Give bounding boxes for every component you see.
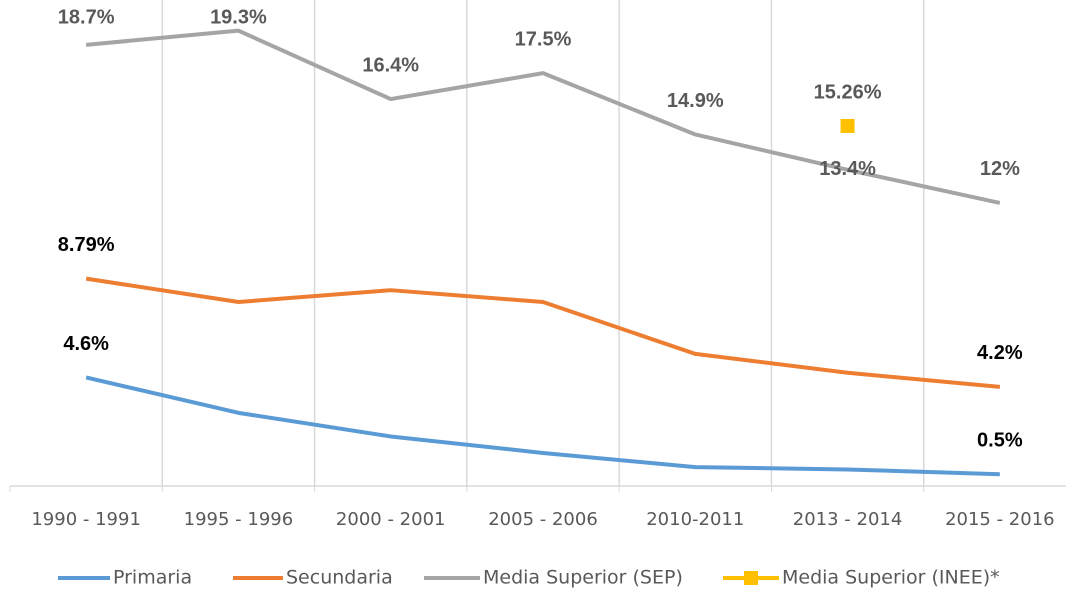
data-label: 8.79% xyxy=(58,234,115,256)
legend-label: Media Superior (INEE)* xyxy=(782,567,1000,589)
legend-marker xyxy=(744,571,758,585)
data-label: 19.3% xyxy=(210,6,267,28)
legend-label: Primaria xyxy=(113,567,192,589)
x-tick-label: 1990 - 1991 xyxy=(31,509,141,530)
series-line xyxy=(85,28,1001,205)
data-label: 18.7% xyxy=(58,6,115,28)
x-tick-label: 2000 - 2001 xyxy=(336,509,446,530)
marker xyxy=(840,118,855,133)
data-label: 17.5% xyxy=(515,28,572,50)
x-tick-label: 2013 - 2014 xyxy=(793,509,903,530)
x-tick-label: 1995 - 1996 xyxy=(184,509,294,530)
data-label: 14.9% xyxy=(667,90,724,112)
data-label: 15.26% xyxy=(814,81,882,103)
data-label: 13.4% xyxy=(819,158,876,180)
data-label: 4.2% xyxy=(977,342,1023,364)
series-line xyxy=(85,375,1000,477)
series-line xyxy=(85,276,1001,389)
legend-label: Secundaria xyxy=(286,567,393,589)
data-label: 4.6% xyxy=(63,333,109,355)
data-label: 0.5% xyxy=(977,429,1023,451)
data-label: 12% xyxy=(980,158,1020,180)
x-tick-label: 2010-2011 xyxy=(646,509,744,530)
data-label: 16.4% xyxy=(362,54,419,76)
x-tick-label: 2005 - 2006 xyxy=(488,509,598,530)
legend-label: Media Superior (SEP) xyxy=(483,567,683,589)
x-tick-label: 2015 - 2016 xyxy=(945,509,1055,530)
